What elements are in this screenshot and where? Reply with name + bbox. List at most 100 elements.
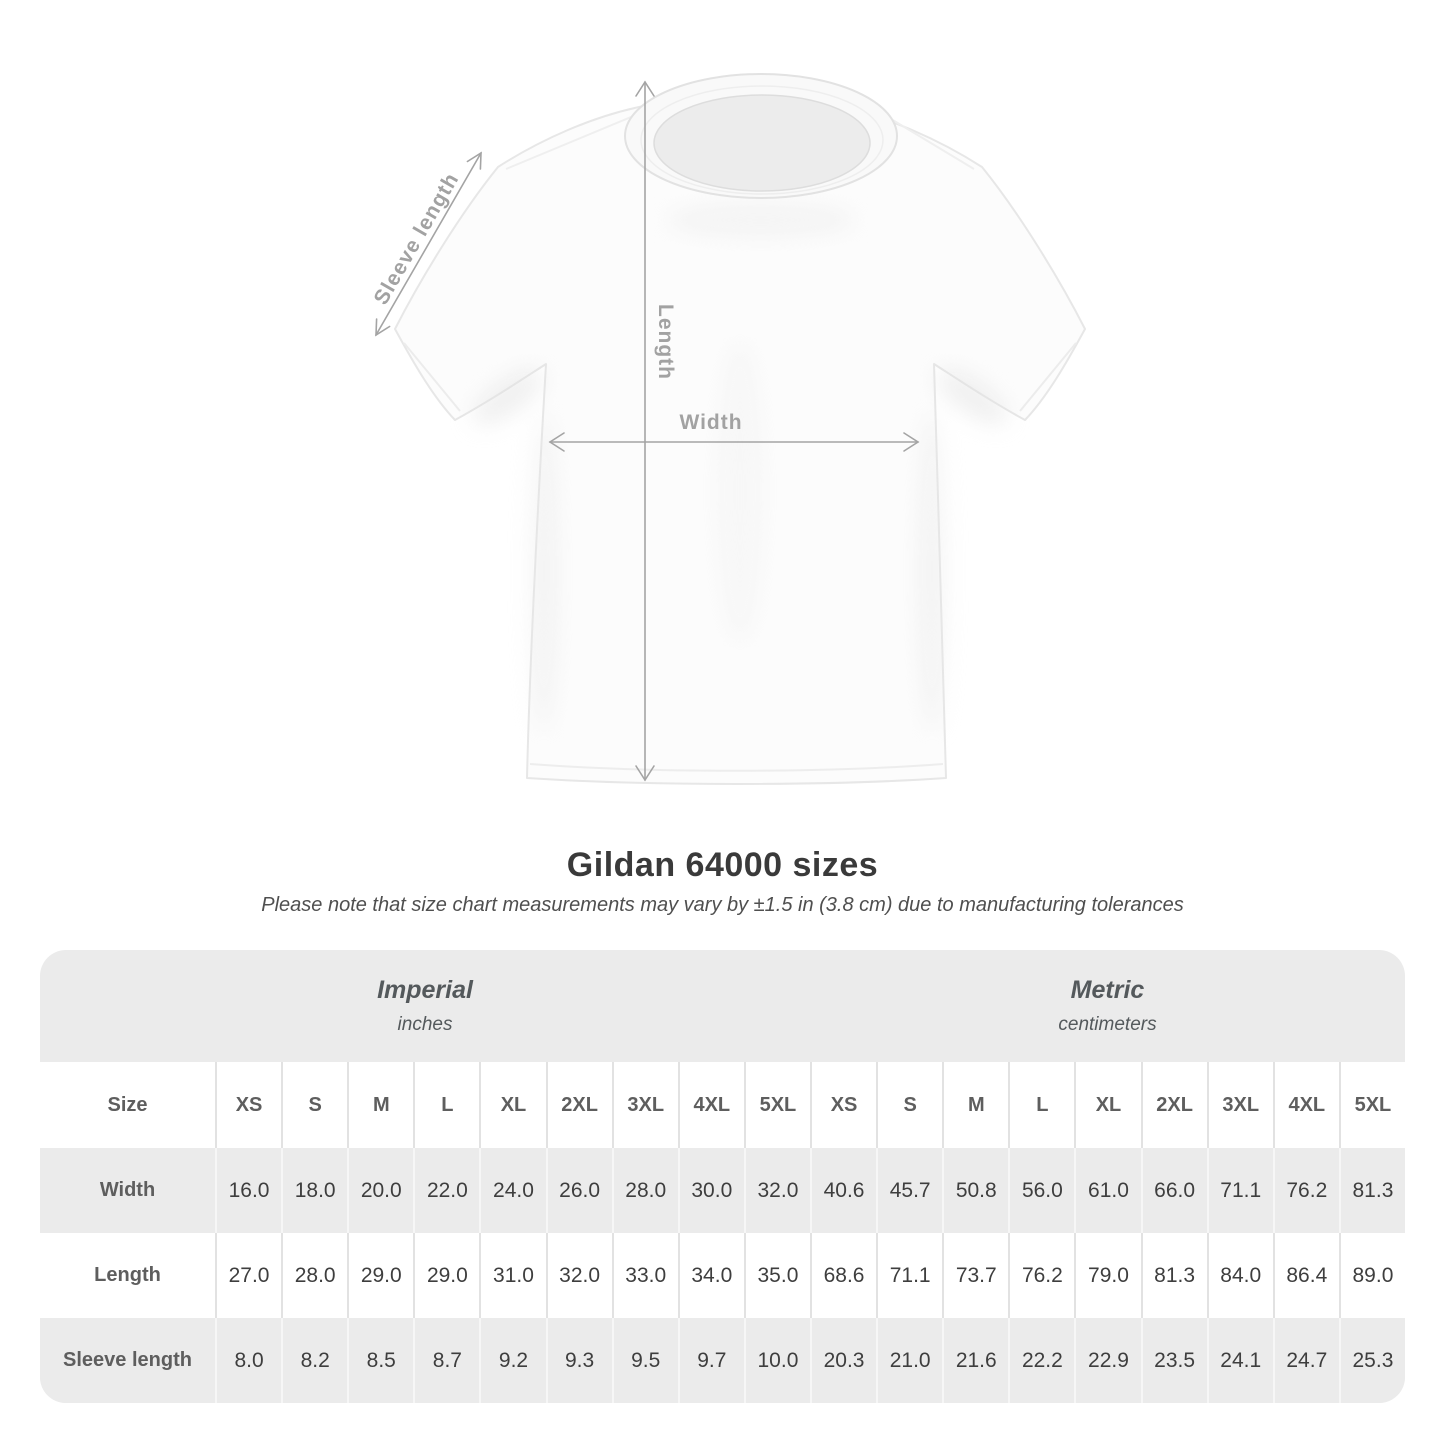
metric-group-header: Metric centimeters	[810, 950, 1405, 1062]
size-header-xs-metric: XS	[810, 1062, 877, 1148]
width-label: Width	[679, 411, 743, 434]
size-header-4xl-imperial: 4XL	[677, 1062, 744, 1148]
size-header-s-metric: S	[876, 1062, 943, 1148]
length-metric-value: 68.6	[810, 1233, 877, 1318]
length-metric-value: 71.1	[876, 1233, 943, 1318]
width-metric-value: 40.6	[810, 1148, 877, 1233]
width-metric-value: 61.0	[1074, 1148, 1141, 1233]
length-imperial-value: 27.0	[215, 1233, 282, 1318]
width-metric-value: 76.2	[1272, 1148, 1339, 1233]
sleeve-length-imperial-value: 9.5	[611, 1318, 678, 1403]
size-header-5xl-imperial: 5XL	[743, 1062, 810, 1148]
width-metric-value: 66.0	[1140, 1148, 1207, 1233]
hem-seam	[529, 763, 944, 772]
size-header-2xl-metric: 2XL	[1140, 1062, 1207, 1148]
sleeve-length-metric-value: 21.6	[942, 1318, 1009, 1403]
width-imperial-value: 26.0	[545, 1148, 612, 1233]
page-title: Gildan 64000 sizes	[566, 846, 879, 884]
sleeve-length-metric-value: 22.2	[1008, 1318, 1075, 1403]
length-metric-value: 86.4	[1272, 1233, 1339, 1318]
width-metric-value: 71.1	[1206, 1148, 1273, 1233]
width-metric-value: 81.3	[1338, 1148, 1405, 1233]
length-metric-value: 84.0	[1206, 1233, 1273, 1318]
sleeve-length-imperial-value: 8.5	[347, 1318, 414, 1403]
tolerance-note: Please note that size chart measurements…	[261, 894, 1184, 916]
size-column-header: Size	[40, 1062, 215, 1148]
length-imperial-value: 29.0	[347, 1233, 414, 1318]
width-imperial-value: 18.0	[281, 1148, 348, 1233]
length-imperial-value: 33.0	[611, 1233, 678, 1318]
collar-neck-hole	[653, 94, 871, 192]
sleeve-length-imperial-value: 8.7	[413, 1318, 480, 1403]
length-metric-value: 79.0	[1074, 1233, 1141, 1318]
right-cuff-seam	[1019, 342, 1077, 412]
size-header-m-imperial: M	[347, 1062, 414, 1148]
sleeve-length-metric-value: 21.0	[876, 1318, 943, 1403]
width-metric-value: 45.7	[876, 1148, 943, 1233]
width-metric-value: 56.0	[1008, 1148, 1075, 1233]
length-imperial-value: 28.0	[281, 1233, 348, 1318]
length-imperial-value: 35.0	[743, 1233, 810, 1318]
length-metric-value: 89.0	[1338, 1233, 1405, 1318]
sleeve-length-metric-value: 25.3	[1338, 1318, 1405, 1403]
width-imperial-value: 32.0	[743, 1148, 810, 1233]
size-table-grid: Imperial inches Metric centimeters Size X…	[40, 950, 1405, 1403]
length-metric-value: 81.3	[1140, 1233, 1207, 1318]
width-imperial-value: 28.0	[611, 1148, 678, 1233]
sleeve-length-imperial-value: 9.3	[545, 1318, 612, 1403]
size-header-xs-imperial: XS	[215, 1062, 282, 1148]
width-imperial-value: 30.0	[677, 1148, 744, 1233]
sleeve-length-imperial-value: 8.2	[281, 1318, 348, 1403]
width-imperial-value: 16.0	[215, 1148, 282, 1233]
tshirt-illustration	[375, 73, 1086, 785]
imperial-group-header: Imperial inches	[40, 950, 810, 1062]
length-imperial-value: 32.0	[545, 1233, 612, 1318]
imperial-group-title: Imperial	[377, 976, 473, 1004]
sleeve-length-metric-value: 22.9	[1074, 1318, 1141, 1403]
width-imperial-value: 24.0	[479, 1148, 546, 1233]
imperial-unit-label: inches	[397, 1014, 453, 1035]
length-metric-value: 73.7	[942, 1233, 1009, 1318]
width-arrow	[548, 432, 920, 452]
width-imperial-value: 20.0	[347, 1148, 414, 1233]
row-label-sleeve-length: Sleeve length	[40, 1318, 215, 1403]
left-cuff-seam	[403, 342, 461, 412]
left-shoulder-seam	[505, 109, 649, 170]
row-label-length: Length	[40, 1233, 215, 1318]
sleeve-length-imperial-value: 9.7	[677, 1318, 744, 1403]
size-header-l-imperial: L	[413, 1062, 480, 1148]
metric-unit-label: centimeters	[1058, 1014, 1157, 1035]
width-imperial-value: 22.0	[413, 1148, 480, 1233]
length-imperial-value: 31.0	[479, 1233, 546, 1318]
length-imperial-value: 34.0	[677, 1233, 744, 1318]
metric-group-title: Metric	[1070, 976, 1145, 1004]
size-header-5xl-metric: 5XL	[1338, 1062, 1405, 1148]
length-imperial-value: 29.0	[413, 1233, 480, 1318]
size-header-xl-imperial: XL	[479, 1062, 546, 1148]
sleeve-length-imperial-value: 10.0	[743, 1318, 810, 1403]
size-table: Imperial inches Metric centimeters Size X…	[40, 950, 1405, 1403]
width-metric-value: 50.8	[942, 1148, 1009, 1233]
length-arrow	[635, 80, 655, 782]
sleeve-length-arrow	[375, 151, 482, 337]
collar-rib-line	[640, 85, 884, 195]
size-header-l-metric: L	[1008, 1062, 1075, 1148]
row-label-width: Width	[40, 1148, 215, 1233]
tshirt-diagram: Sleeve length Length Width	[348, 52, 1098, 820]
sleeve-length-imperial-value: 9.2	[479, 1318, 546, 1403]
tshirt-body	[394, 79, 1086, 785]
sleeve-length-metric-value: 24.7	[1272, 1318, 1339, 1403]
size-header-s-imperial: S	[281, 1062, 348, 1148]
size-header-4xl-metric: 4XL	[1272, 1062, 1339, 1148]
length-label: Length	[654, 304, 677, 380]
length-metric-value: 76.2	[1008, 1233, 1075, 1318]
size-header-xl-metric: XL	[1074, 1062, 1141, 1148]
size-header-3xl-metric: 3XL	[1206, 1062, 1273, 1148]
sleeve-length-imperial-value: 8.0	[215, 1318, 282, 1403]
sleeve-length-metric-value: 24.1	[1206, 1318, 1273, 1403]
sleeve-length-metric-value: 20.3	[810, 1318, 877, 1403]
sleeve-length-metric-value: 23.5	[1140, 1318, 1207, 1403]
size-header-3xl-imperial: 3XL	[611, 1062, 678, 1148]
size-header-2xl-imperial: 2XL	[545, 1062, 612, 1148]
